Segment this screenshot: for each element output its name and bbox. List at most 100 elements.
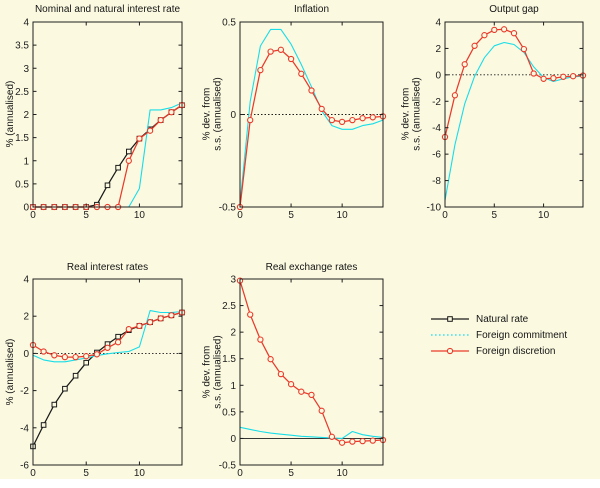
x-tick-label: 0	[30, 210, 36, 221]
subplot-title-inflation: Inflation	[293, 4, 330, 15]
marker-circle	[125, 326, 132, 333]
y-tick-label: -8	[432, 176, 441, 187]
output-gap-plot-canvas: 0 5 10 -10 -8 -6 -4 -2 0 2 4	[427, 18, 587, 222]
y-tick-label: 0	[230, 434, 236, 445]
y-axis-label-real-exchange: % dev. from s.s. (annualised)	[201, 335, 224, 409]
marker-circle	[338, 439, 346, 446]
series-markers-discretion	[441, 26, 587, 141]
y-tick-label: 4	[435, 18, 441, 29]
legend-label-foreign-discretion: Foreign discretion	[476, 345, 556, 357]
marker-circle	[471, 42, 478, 49]
x-tick-label: 10	[337, 468, 349, 479]
marker-square	[40, 422, 47, 428]
legend-sample-square	[447, 316, 453, 322]
marker-circle	[569, 73, 577, 80]
marker-circle	[369, 437, 376, 444]
subplot-nominal-natural-rate: 0 5 10 0 0.5 1 1.5 2 2.5 3 3.5 4 Nominal and natura…	[0, 0, 200, 240]
axis-ticks	[239, 278, 383, 466]
marker-circle	[349, 116, 356, 124]
marker-circle	[349, 438, 356, 445]
y-tick-label: -2	[432, 97, 441, 108]
legend-line-natural-rate-icon	[431, 316, 469, 322]
legend-item-foreign-discretion: Foreign discretion	[430, 343, 590, 359]
x-tick-label: 10	[134, 468, 146, 479]
subplot-inflation: 0 5 10 -0.5 0 0.5 Inflation % dev. from s.s. …	[200, 0, 400, 240]
axis-ticks	[32, 21, 182, 208]
marker-circle	[267, 356, 274, 363]
tick-labels: 0 5 10 -10 -8 -6 -4 -2 0 2 4	[427, 18, 550, 222]
series-line-commitment	[239, 28, 384, 204]
series-markers-natural	[30, 309, 185, 450]
tick-labels: 0 5 10 -6 -4 -2 0 2 4	[20, 275, 145, 480]
marker-circle	[560, 73, 567, 80]
y-tick-label: 1.5	[222, 354, 236, 365]
subplot-title-real-exchange-rates: Real exchange rates	[265, 262, 358, 273]
marker-circle	[369, 114, 376, 121]
marker-circle	[40, 348, 47, 355]
subplot-output-gap: 0 5 10 -10 -8 -6 -4 -2 0 2 4 Output gap % dev. fro…	[400, 0, 600, 240]
x-tick-label: 5	[83, 210, 89, 221]
legend-line-foreign-discretion-icon	[431, 347, 469, 355]
y-tick-label: -6	[20, 461, 29, 472]
legend-item-natural-rate: Natural rate	[430, 311, 590, 327]
marker-circle	[328, 116, 336, 124]
y-tick-label: -4	[20, 423, 29, 434]
y-tick-label: 4	[23, 275, 29, 286]
marker-circle	[550, 75, 557, 82]
y-tick-label: -0.5	[219, 461, 237, 472]
marker-circle	[491, 26, 498, 34]
x-tick-label: 5	[288, 210, 294, 221]
legend-label-foreign-commitment: Foreign commitment	[476, 329, 568, 341]
y-tick-label: 2	[435, 44, 441, 55]
plot-box	[444, 21, 584, 208]
y-tick-label: 0	[435, 70, 441, 81]
marker-circle	[318, 407, 325, 414]
marker-square	[115, 333, 121, 340]
marker-circle	[157, 315, 164, 322]
y-tick-label: 0.5	[15, 179, 29, 190]
marker-circle	[72, 353, 79, 361]
marker-circle	[136, 322, 143, 330]
x-tick-label: 0	[442, 210, 448, 221]
marker-circle	[168, 312, 175, 319]
legend-label-natural-rate: Natural rate	[476, 313, 529, 325]
subplot-title-output-gap: Output gap	[489, 4, 539, 15]
legend-item-foreign-commitment: Foreign commitment	[430, 327, 590, 343]
marker-circle	[267, 48, 274, 55]
marker-circle	[257, 336, 264, 343]
y-tick-label: 2	[230, 328, 236, 339]
legend: Natural rate Foreign commitment Foreign …	[430, 311, 590, 359]
series-line-discretion	[239, 49, 384, 208]
y-axis-label-output-gap: % dev. from s.s. (annualised)	[400, 77, 423, 151]
marker-square	[83, 359, 90, 366]
y-tick-label: 2.5	[15, 87, 29, 98]
tick-labels: 0 5 10-0.500.5	[219, 18, 348, 222]
marker-circle	[308, 87, 315, 94]
y-axis-label-nominal: % (annualised)	[4, 80, 16, 148]
marker-circle	[104, 344, 111, 351]
marker-circle	[247, 311, 254, 318]
marker-circle	[136, 135, 143, 142]
marker-circle	[308, 391, 315, 399]
marker-circle	[287, 55, 295, 63]
y-tick-label: 1	[230, 381, 236, 392]
series-markers-discretion	[236, 46, 387, 211]
y-tick-label: 1	[23, 156, 29, 167]
x-tick-label: 0	[237, 210, 243, 221]
x-tick-label: 10	[134, 210, 146, 221]
y-tick-label: 0.5	[222, 18, 236, 29]
marker-circle	[93, 351, 101, 358]
series-line-commitment	[239, 426, 384, 439]
y-tick-label: -10	[427, 203, 442, 214]
y-tick-label: 3	[23, 64, 29, 75]
y-tick-label: 2	[23, 110, 29, 121]
marker-circle	[157, 116, 164, 124]
y-tick-label: -0.5	[219, 203, 237, 214]
series-line-natural	[32, 311, 183, 447]
marker-circle	[451, 92, 459, 99]
tick-labels: 0 5 10 0 0.5 1 1.5 2 2.5 3 3.5 4	[15, 18, 145, 222]
subplot-real-exchange-rates: 0 5 10 -0.5 0 0.5 1 1.5 2 2.5 3 Real exchange rate…	[200, 248, 400, 488]
axis-ticks	[444, 21, 583, 208]
